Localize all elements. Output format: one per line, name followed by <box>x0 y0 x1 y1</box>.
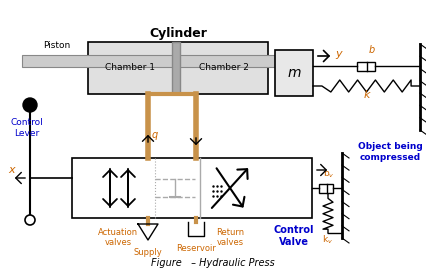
Bar <box>22 55 274 67</box>
Text: b: b <box>368 45 374 55</box>
Text: Return
valves: Return valves <box>216 228 244 247</box>
Circle shape <box>23 98 37 112</box>
Text: Cylinder: Cylinder <box>149 27 207 40</box>
Text: Actuation
valves: Actuation valves <box>98 228 138 247</box>
Bar <box>357 62 374 70</box>
Text: k$_v$: k$_v$ <box>322 234 333 247</box>
Text: b$_v$: b$_v$ <box>322 167 334 179</box>
Text: Supply: Supply <box>133 248 162 257</box>
Text: y: y <box>334 49 341 59</box>
Bar <box>88 42 268 94</box>
Text: m: m <box>287 66 300 80</box>
Text: Chamber 1: Chamber 1 <box>105 63 155 73</box>
Text: Reservoir: Reservoir <box>176 244 216 253</box>
Text: Piston: Piston <box>43 41 70 50</box>
Text: Chamber 2: Chamber 2 <box>199 63 248 73</box>
Bar <box>274 50 312 96</box>
Text: q: q <box>152 130 158 140</box>
Text: Figure   – Hydraulic Press: Figure – Hydraulic Press <box>151 258 274 268</box>
Text: Control
Lever: Control Lever <box>11 118 43 138</box>
Bar <box>172 42 180 94</box>
Bar <box>72 158 311 218</box>
Text: Object being
compressed: Object being compressed <box>357 142 421 162</box>
Text: x: x <box>8 165 14 175</box>
Text: Control
Valve: Control Valve <box>273 225 314 247</box>
Bar <box>318 183 332 192</box>
Text: k: k <box>363 90 369 100</box>
